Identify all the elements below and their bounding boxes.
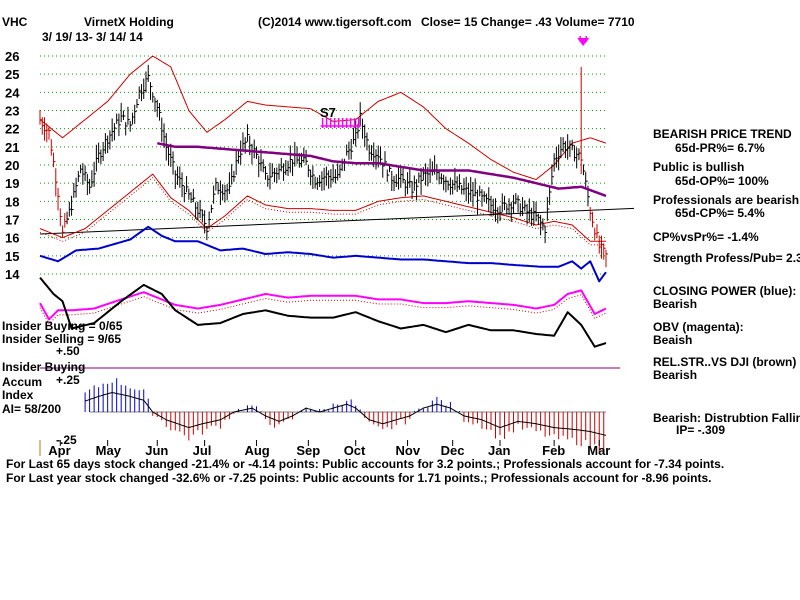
- date-range: 3/ 19/ 13- 3/ 14/ 14: [42, 30, 143, 44]
- relstr-line: [39, 276, 607, 348]
- insider-buying-count: Insider Buying = 0/65: [2, 319, 123, 333]
- x-tick-jul: Jul: [193, 443, 212, 458]
- upper-band: [39, 55, 607, 180]
- op-value: 65d-OP%= 100%: [675, 174, 769, 188]
- accum-label-plus25: +.25: [56, 373, 80, 387]
- relstr-status: Bearish: [653, 368, 698, 382]
- x-tick-sep: Sep: [296, 443, 320, 458]
- x-tick-apr: Apr: [48, 443, 70, 458]
- pr-value: 65d-PR%= 6.7%: [675, 141, 765, 155]
- y-tick-21: 21: [5, 140, 19, 155]
- price-bars: [39, 64, 608, 268]
- closing-power-title: CLOSING POWER (blue):: [653, 284, 797, 298]
- footer-65-day: For Last 65 days stock changed -21.4% or…: [6, 457, 725, 471]
- accumulation-histogram: [84, 378, 607, 454]
- ip-value: IP= -.309: [676, 423, 726, 437]
- x-tick-oct: Oct: [344, 443, 366, 458]
- trend-title: BEARISH PRICE TREND: [653, 127, 792, 141]
- accum-label-plus50: +.50: [56, 344, 80, 358]
- x-tick-may: May: [96, 443, 122, 458]
- s7-signal-marker: [320, 36, 590, 128]
- bollinger-bands: [39, 55, 607, 246]
- y-tick-14: 14: [5, 267, 20, 282]
- company-name: VirnetX Holding: [84, 15, 174, 29]
- x-month-labels: Apr May Jun Jul Aug Sep Oct Nov Dec Jan Feb Mar: [39, 440, 610, 458]
- signal-label: S7: [320, 105, 336, 120]
- x-tick-jan: Jan: [488, 443, 510, 458]
- y-tick-22: 22: [5, 122, 19, 137]
- x-tick-dec: Dec: [441, 443, 465, 458]
- y-tick-17: 17: [5, 213, 19, 228]
- y-tick-26: 26: [5, 49, 19, 64]
- strength-value: Strength Profess/Pub= 2.3: [653, 251, 800, 265]
- public-status: Public is bullish: [653, 160, 745, 174]
- lower-band-dotted: [39, 177, 606, 246]
- x-tick-mar: Mar: [587, 443, 610, 458]
- closing-power-line: [39, 225, 607, 283]
- obv-line: [39, 289, 607, 325]
- insider-selling-count: Insider Selling = 9/65: [2, 332, 122, 346]
- relstr-title: REL.STR..VS DJI (brown): [653, 355, 797, 369]
- y-tick-15: 15: [5, 249, 19, 264]
- professionals-status: Professionals are bearish: [653, 193, 800, 207]
- cp-value: 65d-CP%= 5.4%: [675, 206, 765, 220]
- obv-line: [39, 289, 607, 321]
- insider-buying-label: Insider Buying: [2, 360, 86, 374]
- closing-power-line: [39, 225, 607, 283]
- footer-year: For Last year stock changed -32.6% or -7…: [6, 471, 712, 485]
- accum-average-line: [84, 391, 607, 436]
- relstr-line: [39, 276, 620, 369]
- y-tick-labels: 14 15 16 17 18 19 20 21 22 23 24 25 26: [5, 49, 20, 282]
- y-tick-25: 25: [5, 67, 19, 82]
- y-tick-23: 23: [5, 104, 19, 119]
- trendline-layer: [39, 207, 635, 235]
- source-credit: (C)2014 www.tigersoft.com: [258, 15, 412, 29]
- support-trendline: [39, 207, 635, 235]
- sell-arrow-icon: [577, 38, 590, 46]
- x-tick-nov: Nov: [396, 443, 421, 458]
- obv-status: Beaish: [653, 333, 693, 347]
- y-tick-16: 16: [5, 231, 19, 246]
- moving-average-line: [157, 141, 607, 198]
- cpvspr-value: CP%vsPr%= -1.4%: [653, 230, 759, 244]
- ticker: VHC: [2, 15, 28, 29]
- y-tick-19: 19: [5, 176, 19, 191]
- moving-average: [157, 141, 607, 198]
- x-tick-jun: Jun: [145, 443, 168, 458]
- ai-label: AI= 58/200: [2, 402, 62, 416]
- index-label: Index: [2, 388, 34, 402]
- x-tick-aug: Aug: [244, 443, 269, 458]
- x-tick-feb: Feb: [542, 443, 565, 458]
- y-tick-18: 18: [5, 194, 19, 209]
- obv-title: OBV (magenta):: [653, 320, 744, 334]
- distribution-status: Bearish: Distrubtion Falling: [653, 411, 800, 425]
- y-tick-20: 20: [5, 158, 19, 173]
- closing-power-status: Bearish: [653, 297, 698, 311]
- accum-label: Accum: [2, 375, 43, 389]
- y-tick-24: 24: [5, 85, 20, 100]
- quote-summary: Close= 15 Change= .43 Volume= 7710: [421, 15, 635, 29]
- accum-label-minus25: -.25: [56, 433, 77, 447]
- lower-band: [39, 173, 606, 242]
